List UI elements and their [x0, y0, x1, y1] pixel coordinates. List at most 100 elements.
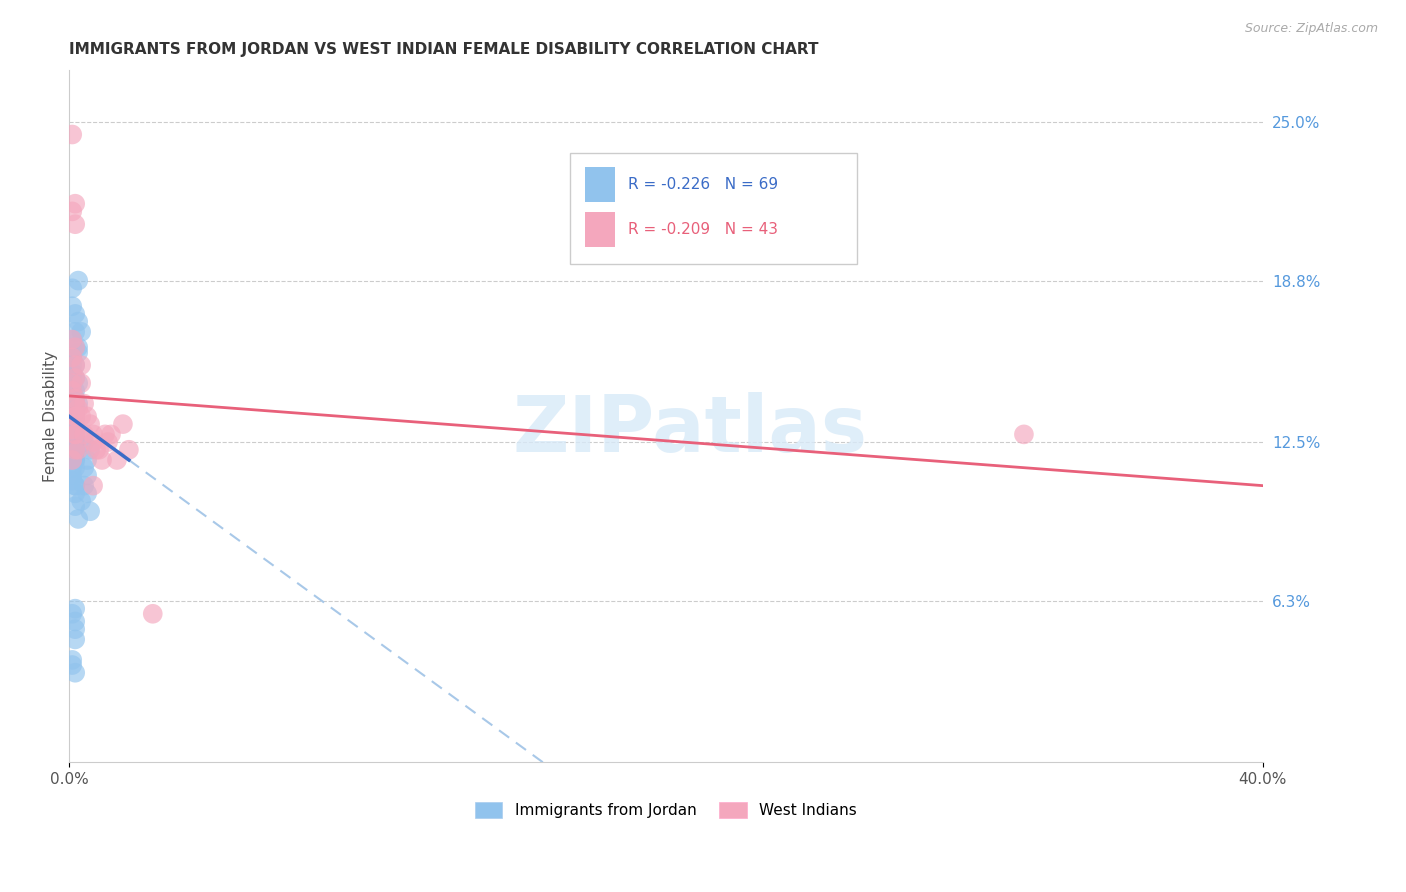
Point	[67, 396, 90, 410]
Point	[63, 478, 86, 492]
Point	[60, 474, 83, 488]
Point	[63, 409, 86, 424]
Point	[111, 417, 134, 431]
Text: IMMIGRANTS FROM JORDAN VS WEST INDIAN FEMALE DISABILITY CORRELATION CHART: IMMIGRANTS FROM JORDAN VS WEST INDIAN FE…	[69, 42, 818, 57]
Point	[76, 486, 98, 500]
Point	[63, 384, 86, 398]
Point	[60, 422, 83, 436]
Point	[63, 392, 86, 406]
Point	[67, 401, 90, 416]
Point	[118, 442, 141, 457]
Point	[63, 307, 86, 321]
Point	[63, 340, 86, 354]
Legend: Immigrants from Jordan, West Indians: Immigrants from Jordan, West Indians	[468, 796, 863, 824]
Point	[79, 504, 101, 518]
Point	[63, 217, 86, 231]
Point	[63, 427, 86, 442]
Point	[70, 494, 93, 508]
Point	[63, 401, 86, 416]
Point	[63, 427, 86, 442]
Point	[60, 204, 83, 219]
Point	[63, 409, 86, 424]
Point	[60, 409, 83, 424]
Point	[63, 409, 86, 424]
Point	[67, 376, 90, 390]
Point	[82, 427, 104, 442]
Point	[60, 333, 83, 347]
Point	[94, 427, 117, 442]
Point	[67, 315, 90, 329]
Point	[97, 435, 120, 450]
Point	[63, 392, 86, 406]
Point	[76, 409, 98, 424]
Point	[1012, 427, 1035, 442]
Point	[63, 499, 86, 513]
Point	[63, 622, 86, 636]
Point	[63, 601, 86, 615]
Point	[63, 427, 86, 442]
Point	[73, 427, 96, 442]
Point	[87, 442, 110, 457]
Point	[67, 340, 90, 354]
FancyBboxPatch shape	[585, 168, 614, 202]
FancyBboxPatch shape	[571, 153, 856, 264]
Point	[76, 453, 98, 467]
Point	[82, 435, 104, 450]
Y-axis label: Female Disability: Female Disability	[44, 351, 58, 482]
Point	[67, 345, 90, 359]
Point	[60, 128, 83, 142]
Point	[60, 351, 83, 365]
Point	[63, 442, 86, 457]
Point	[60, 453, 83, 467]
Point	[73, 460, 96, 475]
Point	[60, 448, 83, 462]
Point	[70, 325, 93, 339]
Point	[63, 442, 86, 457]
Point	[63, 196, 86, 211]
Text: R = -0.209   N = 43: R = -0.209 N = 43	[627, 222, 778, 237]
Point	[63, 325, 86, 339]
Point	[63, 358, 86, 372]
Point	[63, 486, 86, 500]
Point	[79, 442, 101, 457]
Point	[60, 468, 83, 483]
Point	[67, 442, 90, 457]
Point	[60, 422, 83, 436]
Point	[60, 658, 83, 673]
Point	[60, 351, 83, 365]
Point	[63, 422, 86, 436]
Point	[63, 435, 86, 450]
Point	[67, 512, 90, 526]
Point	[63, 615, 86, 629]
Point	[63, 435, 86, 450]
Point	[63, 453, 86, 467]
Point	[63, 358, 86, 372]
Point	[63, 442, 86, 457]
Point	[70, 376, 93, 390]
Point	[60, 299, 83, 313]
Point	[60, 384, 83, 398]
Point	[73, 396, 96, 410]
Point	[60, 376, 83, 390]
Point	[60, 453, 83, 467]
Point	[60, 384, 83, 398]
Point	[82, 478, 104, 492]
Point	[76, 468, 98, 483]
Point	[91, 453, 114, 467]
Point	[67, 274, 90, 288]
Point	[63, 453, 86, 467]
Point	[63, 632, 86, 647]
Point	[63, 409, 86, 424]
Point	[63, 427, 86, 442]
Point	[105, 453, 128, 467]
Point	[60, 366, 83, 380]
Point	[60, 384, 83, 398]
Point	[100, 427, 122, 442]
Point	[60, 333, 83, 347]
Point	[63, 396, 86, 410]
Point	[60, 435, 83, 450]
Point	[63, 460, 86, 475]
Point	[63, 396, 86, 410]
Point	[63, 340, 86, 354]
Point	[73, 435, 96, 450]
